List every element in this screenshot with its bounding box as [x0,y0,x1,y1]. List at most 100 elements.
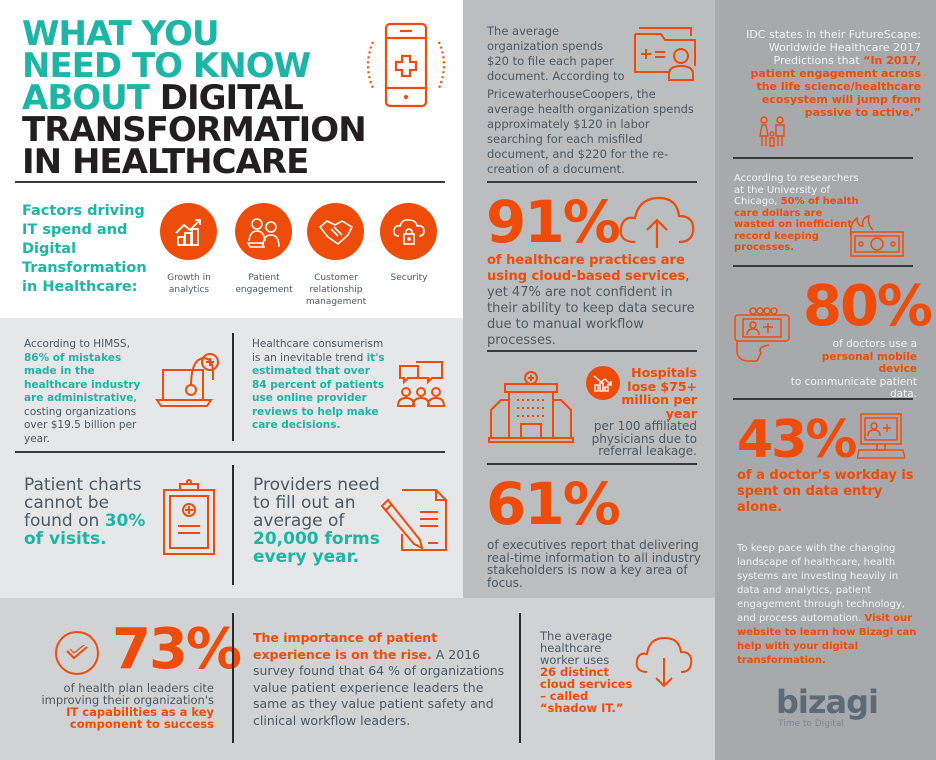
factor-label-crm: Customer relationship management [305,273,367,307]
title-line-1: WHAT YOU [22,14,220,54]
chicago-pre: According to researchers at the Universi… [734,173,859,207]
stats-panel-bottom [0,598,715,760]
forms-pre: Providers need to fill out an average of [253,475,380,531]
declining-chart-icon [593,375,612,392]
divider [487,350,697,352]
divider [733,157,913,159]
charts-pre: Patient charts cannot be found on [24,475,142,531]
it-capabilities-stat: of health plan leaders cite improving th… [24,682,214,730]
experience-highlight: The importance of patient experience is … [253,630,438,662]
mobile-highlight: personal mobile device [821,350,917,376]
idc-pre: IDC states in their FutureScape: Worldwi… [746,28,921,67]
data-entry-percent: 43% [737,410,857,470]
filing-stat-part2: PricewaterhouseCoopers, the average heal… [487,87,694,176]
hospital-icon [487,370,575,448]
divider-vertical [519,613,521,743]
divider [487,181,697,183]
consumerism-pre: Healthcare consumerism is an inevitable … [252,338,384,364]
factor-growth-circle [160,203,217,260]
divider [15,181,445,183]
chicago-stat: According to researchers at the Universi… [734,173,859,254]
stats-panel-middle [463,0,715,598]
mobile-stat: of doctors use a personal mobile device … [790,338,917,401]
family-icon [758,116,788,152]
growth-chart-icon [174,218,201,246]
form-pencil-icon [380,488,450,558]
it-capabilities-highlight: IT capabilities as a key component to su… [66,705,214,731]
idc-stat: IDC states in their FutureScape: Worldwi… [728,28,921,119]
cloud-highlight: of healthcare practices are using cloud-… [487,253,686,284]
folder-document-icon [633,26,697,86]
closing-pre: To keep pace with the changing landscape… [737,543,905,624]
handshake-icon [318,219,353,245]
hospitals-highlight: Hospitals lose $75+ million per year [621,365,697,421]
cloud-post: , yet 47% are not confident in their abi… [487,269,695,348]
reviews-chat-icon [396,360,446,414]
logo-tagline: Time to Digital [778,719,844,729]
computer-patient-icon [856,412,906,466]
factor-crm-circle [307,203,364,260]
factor-label-growth: Growth in analytics [167,273,211,295]
cloud-stat: of healthcare practices are using cloud-… [487,253,702,349]
divider [733,265,913,267]
it-capabilities-pre: of health plan leaders cite improving th… [41,681,214,707]
loss-chart-circle [586,366,620,400]
mobile-percent: 80% [803,274,933,339]
divider-vertical [232,613,234,743]
shadow-it-highlight: 26 distinct cloud services – called “sha… [540,665,633,715]
mobile-pre: of doctors use a [832,338,917,350]
stats-panel-left [0,318,463,598]
factor-label-patient: Patient engagement [235,273,293,295]
burning-money-icon [847,212,907,262]
clipboard-medical-icon [160,478,218,562]
himss-post: , costing organizations over $19.5 billi… [24,392,137,445]
divider-vertical [232,333,234,441]
consumerism-stat: Healthcare consumerism is an inevitable … [252,338,387,433]
idc-highlight: “In 2017, patient engagement across the … [750,54,922,119]
shadow-it-pre: The average healthcare worker uses [540,629,613,667]
divider [733,398,913,400]
mobile-hand-icon [733,305,791,369]
forms-stat: Providers need to fill out an average of… [253,476,393,566]
closing-link[interactable]: Visit our website to learn how Bizagi ca… [737,613,917,666]
charts-highlight: 30% of visits. [24,511,146,549]
factors-heading: Factors driving IT spend and Digital Tra… [22,203,147,295]
chicago-highlight: 50% of health care dollars are wasted on… [734,196,859,253]
divider-vertical [232,465,234,585]
closing-cta: To keep pace with the changing landscape… [737,542,917,668]
hospitals-post: per 100 affiliated physicians due to ref… [591,419,697,458]
title-line-2: NEED TO KNOW [22,46,311,86]
stats-panel-right [715,0,936,760]
filing-stat-part1: The average organization spends $20 to f… [487,24,625,83]
himss-stat: According to HIMSS, 86% of mistakes made… [24,338,154,446]
checkmark-circle-icon [55,631,99,675]
page-title: WHAT YOU NEED TO KNOW ABOUT DIGITAL TRAN… [22,14,382,182]
factor-label-security: Security [390,273,428,283]
himss-highlight: 86% of mistakes made in the healthcare i… [24,351,141,405]
it-capabilities-percent: 73% [112,617,242,682]
factor-security-circle [380,203,437,260]
laptop-stethoscope-icon [155,352,221,416]
cloud-percent: 91% [486,188,621,256]
executives-percent: 61% [486,470,621,538]
forms-highlight: 20,000 forms every year. [253,529,380,567]
bizagi-logo[interactable]: bizagi [776,683,879,721]
title-line-5: IN HEALTHCARE [22,142,309,182]
cloud-upload-icon [617,194,697,254]
patient-doctor-icon [246,217,280,248]
title-line-3b: DIGITAL [159,78,304,118]
mobile-post: to communicate patient data. [790,375,917,401]
experience-post: A 2016 survey found that 64 % of organiz… [253,646,505,728]
consumerism-highlight: it's estimated that over 84 percent of p… [252,351,385,432]
divider [15,451,445,453]
title-line-3a: ABOUT [22,78,160,118]
shadow-it-stat: The average healthcare worker uses 26 di… [540,630,642,714]
patient-experience-stat: The importance of patient experience is … [253,630,508,729]
himss-pre: According to HIMSS, [24,338,130,350]
cloud-download-icon [633,636,695,694]
patient-charts-stat: Patient charts cannot be found on 30% of… [24,476,154,548]
factor-patient-circle [235,203,292,260]
mobile-health-icon [365,20,447,110]
title-line-4: TRANSFORMATION [22,110,367,150]
cloud-lock-icon [392,218,425,245]
